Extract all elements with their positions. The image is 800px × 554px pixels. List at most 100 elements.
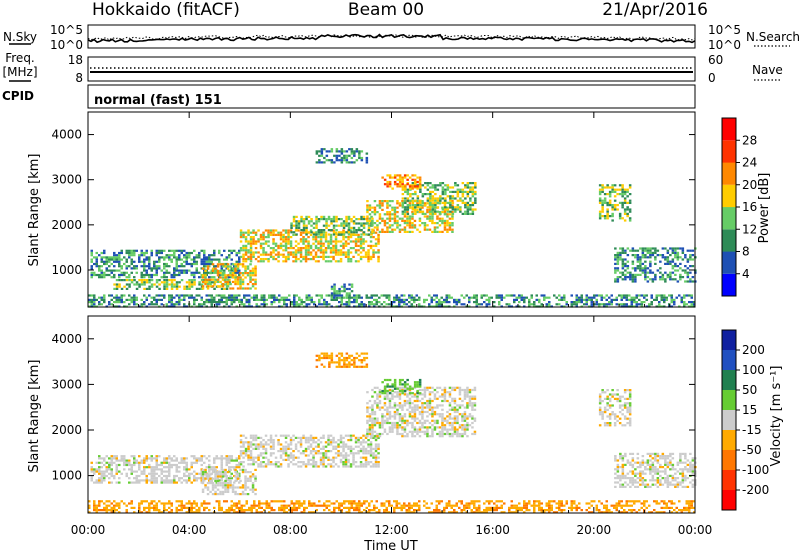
power-cell-12-559 <box>508 303 511 306</box>
power-cell-0-408 <box>233 265 236 268</box>
power-cell-0-290 <box>190 273 193 277</box>
power-cell-8-60 <box>353 154 356 157</box>
power-cell-6-106 <box>431 212 435 215</box>
velocity-cell-3-359 <box>433 397 437 400</box>
velocity-cell-2-462 <box>377 452 380 455</box>
power-cell-3-336 <box>329 251 333 254</box>
velocity-cell-3-37 <box>371 430 374 433</box>
power-cell-1-42 <box>148 285 151 288</box>
power-cell-8-58 <box>353 150 356 153</box>
power-cell-11-132 <box>649 262 652 265</box>
power-cell-6-98 <box>431 186 435 189</box>
velocity-cell-3-288 <box>421 393 424 396</box>
power-cell-6-84 <box>426 206 430 209</box>
velocity-cell-2-320 <box>339 434 343 437</box>
velocity-cell-3-285 <box>418 430 422 433</box>
power-cell-3-68 <box>257 229 260 232</box>
power-cell-6-218 <box>466 195 470 198</box>
velocity-cell-2-268 <box>322 454 325 457</box>
power-cell-11-141 <box>651 278 655 281</box>
power-cell-3-470 <box>372 251 375 254</box>
power-cell-0-291 <box>193 249 196 252</box>
power-cell-3-46 <box>249 249 253 252</box>
nsearch-tick-bottom: 10^0 <box>708 38 741 52</box>
power-cell-5-236 <box>438 224 442 227</box>
power-cell-1-77 <box>175 285 179 288</box>
velocity-cell-1-88 <box>229 482 232 485</box>
velocity-cell-3-530 <box>466 417 469 420</box>
power-cell-0-233 <box>173 251 176 255</box>
velocity-cell-3-254 <box>413 410 417 414</box>
power-cell-6-160 <box>449 199 452 202</box>
power-cell-11-135 <box>649 271 652 274</box>
velocity-cell-2-288 <box>327 458 330 461</box>
velocity-cell-2-98 <box>267 443 270 446</box>
velocity-cell-2-2 <box>239 439 243 442</box>
power-cell-2-122 <box>246 287 250 290</box>
power-colorbar-label-3: 16 <box>742 200 757 214</box>
power-cell-12-47 <box>120 294 123 297</box>
velocity-cell-0-70 <box>113 461 116 464</box>
velocity-cell-2-127 <box>277 450 280 453</box>
power-cell-0-275 <box>185 258 188 261</box>
power-cell-1-86 <box>185 287 189 290</box>
power-cell-2-19 <box>209 272 212 275</box>
power-cell-5-268 <box>448 217 452 220</box>
power-cell-1-27 <box>138 279 141 282</box>
power-cell-12-100 <box>165 303 168 306</box>
power-cell-5-214 <box>431 230 434 233</box>
power-cell-3-129 <box>274 233 278 236</box>
velocity-cell-3-462 <box>453 417 457 420</box>
power-cell-12-141 <box>193 301 196 304</box>
velocity-cell-0-39 <box>103 470 106 473</box>
power-cell-12-535 <box>485 298 488 301</box>
velocity-cell-3-143 <box>393 410 397 414</box>
power-cell-12-557 <box>505 303 508 306</box>
velocity-cell-3-481 <box>458 386 462 389</box>
power-cell-0-364 <box>215 265 218 268</box>
power-cell-6-114 <box>434 204 437 207</box>
power-cell-2-27 <box>211 285 215 288</box>
power-cell-0-340 <box>208 256 211 259</box>
velocity-cell-3-134 <box>391 424 394 427</box>
power-cell-5-73 <box>388 211 392 214</box>
velocity-cell-2-45 <box>252 434 255 437</box>
power-cell-0-422 <box>238 258 241 261</box>
velocity-cell-2-64 <box>257 445 260 448</box>
velocity-cell-2-221 <box>309 434 313 437</box>
velocity-cell-3-52 <box>376 386 379 389</box>
power-cell-3-136 <box>277 233 280 236</box>
power-cell-6-226 <box>469 186 472 189</box>
velocity-cell-3-222 <box>408 393 412 396</box>
velocity-cell-3-257 <box>413 417 417 420</box>
power-cell-12-648 <box>585 294 588 297</box>
power-cell-11-156 <box>659 260 662 263</box>
velocity-cell-3-459 <box>453 408 457 411</box>
velocity-cell-0-49 <box>105 474 108 478</box>
velocity-cell-2-141 <box>282 450 285 453</box>
power-cell-3-337 <box>329 255 333 258</box>
power-cell-11-109 <box>644 256 647 259</box>
power-cell-3-243 <box>304 255 308 258</box>
velocity-cell-0-384 <box>225 477 228 480</box>
power-cell-2-133 <box>251 272 255 275</box>
power-cell-0-384 <box>223 269 226 272</box>
power-cell-3-134 <box>274 258 278 261</box>
power-cell-3-317 <box>324 247 328 250</box>
power-cell-8-14 <box>323 156 326 160</box>
power-cell-11-31 <box>621 251 625 254</box>
velocity-cell-2-287 <box>327 456 330 459</box>
power-cell-5-29 <box>373 222 377 225</box>
power-cell-0-337 <box>205 271 208 274</box>
power-cell-12-184 <box>223 296 226 299</box>
power-cell-5-272 <box>448 228 452 231</box>
power-cell-12-320 <box>318 303 321 306</box>
power-cell-12-743 <box>650 301 653 304</box>
velocity-cell-2-409 <box>364 436 368 439</box>
velocity-cell-0-265 <box>180 481 183 484</box>
power-cell-0-427 <box>238 273 241 277</box>
power-cell-4-137 <box>352 229 356 232</box>
velocity-cell-3-284 <box>418 428 422 431</box>
power-cell-0-166 <box>148 262 151 266</box>
